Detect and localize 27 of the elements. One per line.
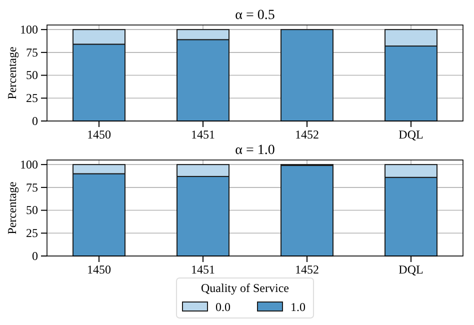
y-tick-label: 100 bbox=[20, 157, 38, 172]
legend-title: Quality of Service bbox=[201, 281, 289, 295]
chart-title: α = 1.0 bbox=[235, 143, 275, 158]
chart-title: α = 0.5 bbox=[235, 8, 275, 23]
x-tick-label: 1451 bbox=[191, 128, 215, 142]
y-tick-label: 75 bbox=[26, 180, 38, 194]
y-tick-label: 25 bbox=[26, 90, 38, 105]
y-tick-label: 50 bbox=[26, 203, 38, 218]
x-tick-label: DQL bbox=[398, 128, 424, 142]
legend-label: 0.0 bbox=[216, 300, 230, 314]
y-tick-label: 25 bbox=[26, 226, 38, 240]
x-tick-label: 1451 bbox=[191, 262, 215, 277]
x-tick-label: 1450 bbox=[87, 262, 111, 277]
y-axis-title: Percentage bbox=[5, 182, 19, 234]
y-tick-label: 0 bbox=[32, 248, 38, 263]
y-tick-label: 75 bbox=[26, 45, 38, 60]
x-tick-label: 1452 bbox=[295, 128, 319, 142]
legend-label: 1.0 bbox=[290, 300, 306, 314]
x-tick-label: 1450 bbox=[87, 128, 111, 142]
x-tick-label: DQL bbox=[398, 262, 424, 277]
y-tick-label: 0 bbox=[32, 114, 38, 128]
y-tick-label: 100 bbox=[20, 22, 38, 36]
y-axis-title: Percentage bbox=[5, 46, 19, 100]
x-tick-label: 1452 bbox=[295, 262, 319, 277]
bar bbox=[280, 29, 334, 122]
y-tick-label: 50 bbox=[26, 68, 38, 82]
bar bbox=[280, 164, 334, 256]
